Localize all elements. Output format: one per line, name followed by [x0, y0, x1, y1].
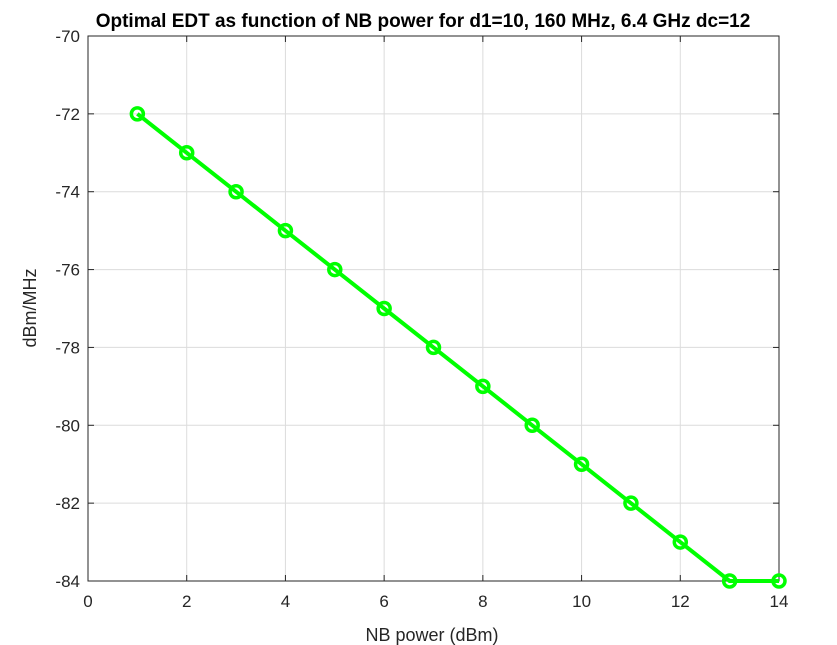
plot-area — [87, 35, 780, 582]
grid — [87, 35, 780, 582]
data-point — [228, 183, 244, 200]
x-tick-label: 8 — [478, 592, 487, 611]
series-line — [136, 112, 779, 583]
data-point — [475, 378, 491, 395]
data-point — [524, 417, 540, 434]
chart-title: Optimal EDT as function of NB power for … — [96, 11, 751, 32]
data-point — [721, 573, 738, 589]
data-point — [425, 339, 442, 356]
y-tick-label: -70 — [55, 27, 80, 46]
y-tick-label: -72 — [55, 105, 80, 124]
x-tick-label: 6 — [379, 592, 388, 611]
x-tick-label: 14 — [770, 592, 789, 611]
data-point — [771, 573, 787, 589]
data-point — [376, 300, 392, 317]
y-tick-label: -78 — [55, 338, 80, 357]
y-tick-label: -76 — [55, 261, 80, 280]
series — [129, 106, 787, 589]
axis-ticks: 0 2 4 6 8 10 12 14 -84 -82 -80 -78 -76 -74 -72 -70 — [55, 27, 788, 611]
data-point — [623, 495, 639, 511]
x-tick-label: 12 — [671, 592, 690, 611]
x-tick-label: 2 — [182, 592, 191, 611]
x-tick-label: 10 — [572, 592, 591, 611]
data-point — [178, 145, 195, 161]
y-axis-label: dBm/MHz — [20, 268, 40, 347]
data-point — [327, 261, 343, 278]
data-point — [129, 106, 146, 122]
data-point — [277, 222, 294, 239]
y-tick-label: -74 — [55, 183, 80, 202]
x-tick-label: 4 — [281, 592, 290, 611]
y-tick-label: -80 — [55, 416, 80, 435]
data-point — [672, 534, 689, 550]
y-tick-label: -84 — [55, 572, 80, 591]
x-axis-label: NB power (dBm) — [365, 625, 498, 645]
data-point — [573, 456, 590, 472]
x-tick-label: 0 — [83, 592, 92, 611]
y-tick-label: -82 — [55, 494, 80, 513]
